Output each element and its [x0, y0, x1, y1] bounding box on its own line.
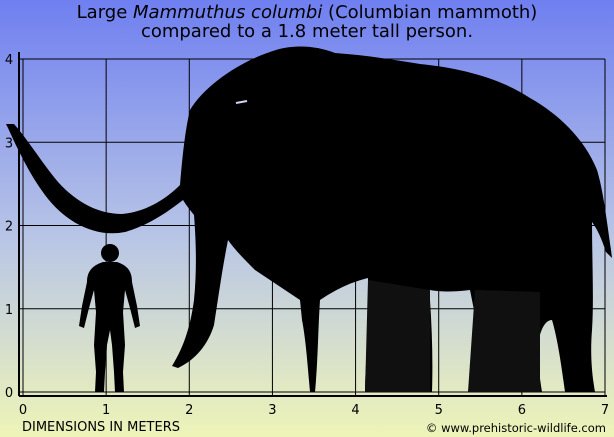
mammoth-eye	[235, 100, 248, 104]
title-species: Mammuthus columbi	[133, 2, 323, 23]
x-tick-label: 5	[435, 403, 443, 418]
dimensions-label: DIMENSIONS IN METERS	[22, 420, 180, 435]
x-tick-label: 0	[19, 403, 27, 418]
y-axis-ticks: 0 1 2 3 4	[5, 53, 13, 401]
y-tick-label: 4	[5, 53, 13, 68]
x-axis-ticks: 0 1 2 3 4 5 6 7	[19, 403, 609, 418]
mammoth-far-hind-leg	[468, 290, 540, 392]
mammoth-silhouette	[6, 46, 612, 392]
title-prefix: Large	[76, 2, 134, 23]
x-tick-label: 7	[601, 403, 609, 418]
y-tick-label: 0	[5, 386, 13, 401]
x-tick-label: 6	[518, 403, 526, 418]
y-tick-label: 3	[5, 136, 13, 151]
human-silhouette	[79, 244, 140, 392]
x-tick-label: 3	[268, 403, 276, 418]
y-tick-label: 2	[5, 220, 13, 235]
title-suffix: (Columbian mammoth)	[322, 2, 538, 23]
title-line-1: Large Mammuthus columbi (Columbian mammo…	[0, 3, 614, 23]
credit-text: © www.prehistoric-wildlife.com	[425, 421, 606, 435]
x-tick-label: 2	[185, 403, 193, 418]
mammoth-far-front-leg	[365, 280, 430, 392]
x-tick-label: 1	[102, 403, 110, 418]
title-line-2: compared to a 1.8 meter tall person.	[140, 21, 474, 42]
x-tick-label: 4	[351, 403, 359, 418]
y-tick-label: 1	[5, 303, 13, 318]
